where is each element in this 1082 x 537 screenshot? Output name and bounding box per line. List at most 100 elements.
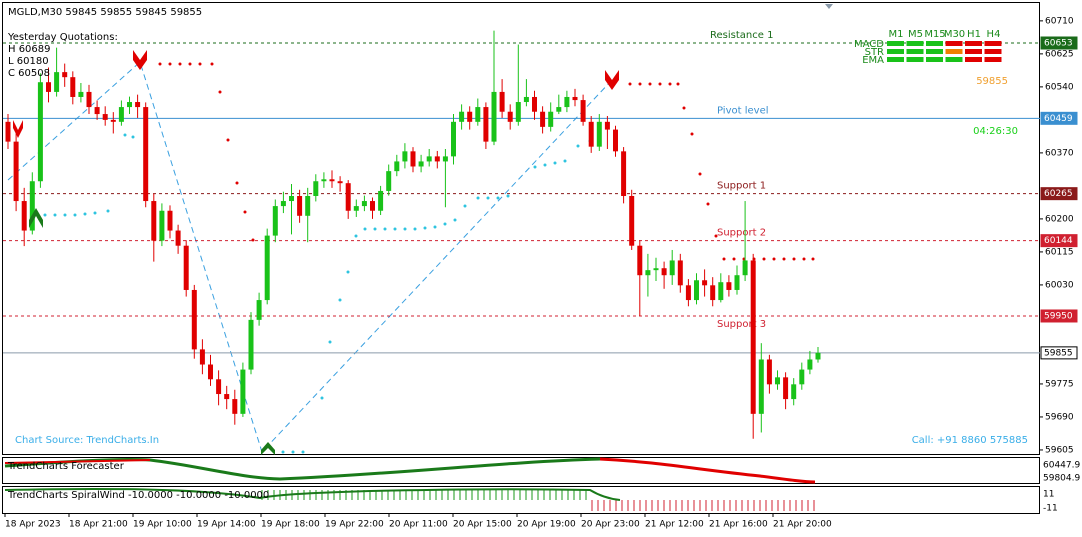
x-tick-label: 20 Apr 23:00 [581, 520, 640, 530]
candle-body [110, 119, 116, 122]
candle-body [175, 230, 181, 246]
spiral-line [4, 487, 621, 501]
signal-cell [965, 41, 982, 46]
candle-body [799, 369, 805, 385]
candle-body [621, 151, 627, 196]
y-tick-label: 60030 [1045, 280, 1074, 290]
signal-cell [945, 57, 963, 62]
yesterday-title: Yesterday Quotations: [7, 32, 118, 43]
candle-body [256, 300, 262, 320]
candle-body [37, 82, 43, 182]
candle-body [710, 285, 716, 301]
signal-cell [984, 41, 1002, 46]
price-box [1040, 234, 1078, 248]
candle-body [329, 179, 335, 182]
x-tick-label: 21 Apr 20:00 [773, 520, 832, 530]
candle-body [564, 96, 570, 108]
candle-body [345, 183, 351, 211]
y-tick-label: 60200 [1045, 214, 1074, 224]
candle-body [467, 111, 473, 122]
candle-body [297, 195, 303, 216]
zigzag [7, 61, 613, 453]
spiral-bars [261, 490, 815, 511]
price-box-label: 60459 [1044, 114, 1073, 124]
candle-body [434, 156, 440, 162]
candle-body [507, 111, 513, 122]
signal-cell [984, 57, 1002, 62]
timeframe-label: H4 [987, 29, 1001, 40]
forecaster-line-down [599, 457, 816, 484]
price-box-label: 60144 [1044, 236, 1073, 246]
timeframe-label: M15 [924, 29, 945, 40]
candle-body [248, 319, 254, 370]
forecaster-frame [2, 457, 1040, 484]
candle-body [13, 141, 19, 202]
x-tick-label: 21 Apr 12:00 [645, 520, 704, 530]
x-tick-label: 21 Apr 16:00 [709, 520, 768, 530]
candle-body [208, 364, 213, 380]
main-frame [2, 2, 1040, 455]
candle-body [629, 195, 635, 246]
signal-cell [887, 49, 904, 54]
y-tick-label: 60625 [1045, 49, 1074, 59]
candle-body [459, 111, 465, 122]
signal-name: STR [865, 47, 884, 58]
candle-body [807, 359, 813, 370]
candle-body [199, 349, 205, 365]
price-box-label: 60653 [1044, 38, 1073, 48]
price-box-label: 60265 [1044, 189, 1073, 199]
candle-body [548, 111, 554, 127]
candle-body [135, 102, 141, 108]
watermark-right: Call: +91 8860 575885 [912, 435, 1028, 446]
x-tick-label: 19 Apr 10:00 [133, 520, 192, 530]
y-tick-label: 60540 [1045, 82, 1074, 92]
candle-body [183, 245, 189, 290]
signal-cell [984, 49, 1002, 54]
candle-body [337, 181, 343, 184]
candle-body [70, 77, 76, 97]
candle-body [289, 195, 294, 202]
candle-body [232, 399, 238, 414]
watermark-left: Chart Source: TrendCharts.In [15, 435, 159, 446]
candle-body [718, 282, 724, 301]
signal-cell [906, 41, 924, 46]
candle-body [378, 190, 384, 211]
candle-body [94, 107, 100, 115]
y-tick-label: 59605 [1045, 445, 1074, 455]
candle-body [272, 206, 278, 236]
candle-body [645, 270, 651, 276]
candle-body [151, 201, 157, 241]
signal-cell [965, 57, 982, 62]
candle-body [685, 285, 691, 301]
candle-body [475, 107, 481, 122]
signal-name: EMA [862, 55, 884, 66]
candle-body [370, 201, 375, 211]
candle-body [410, 151, 416, 167]
candle-body [750, 260, 756, 414]
candle-body [280, 201, 286, 207]
x-tick-label: 18 Apr 21:00 [69, 520, 128, 530]
forecaster-axis-label: 60447.9 [1043, 461, 1080, 471]
candle-body [191, 289, 197, 350]
spiral-frame [2, 486, 1040, 514]
sell-arrows [13, 50, 619, 138]
candle-body [418, 161, 424, 167]
buy-arrows [29, 208, 275, 455]
candle-body [451, 121, 456, 157]
candle-body [669, 260, 675, 276]
candle-body [361, 201, 367, 207]
timeframe-label: M1 [889, 29, 904, 40]
candle-body [637, 245, 643, 276]
level-label: Support 3 [717, 319, 766, 330]
x-tick-label: 19 Apr 18:00 [261, 520, 320, 530]
forecaster-line-early [4, 459, 151, 464]
y-tick-label: 60370 [1045, 148, 1074, 158]
candle-body [86, 91, 92, 108]
level-label: Pivot level [717, 105, 769, 116]
timeframe-label: H1 [967, 29, 981, 40]
signal-cell [965, 49, 982, 54]
candle-body [386, 171, 392, 191]
candle-body [491, 91, 497, 142]
signal-cell [926, 57, 943, 62]
